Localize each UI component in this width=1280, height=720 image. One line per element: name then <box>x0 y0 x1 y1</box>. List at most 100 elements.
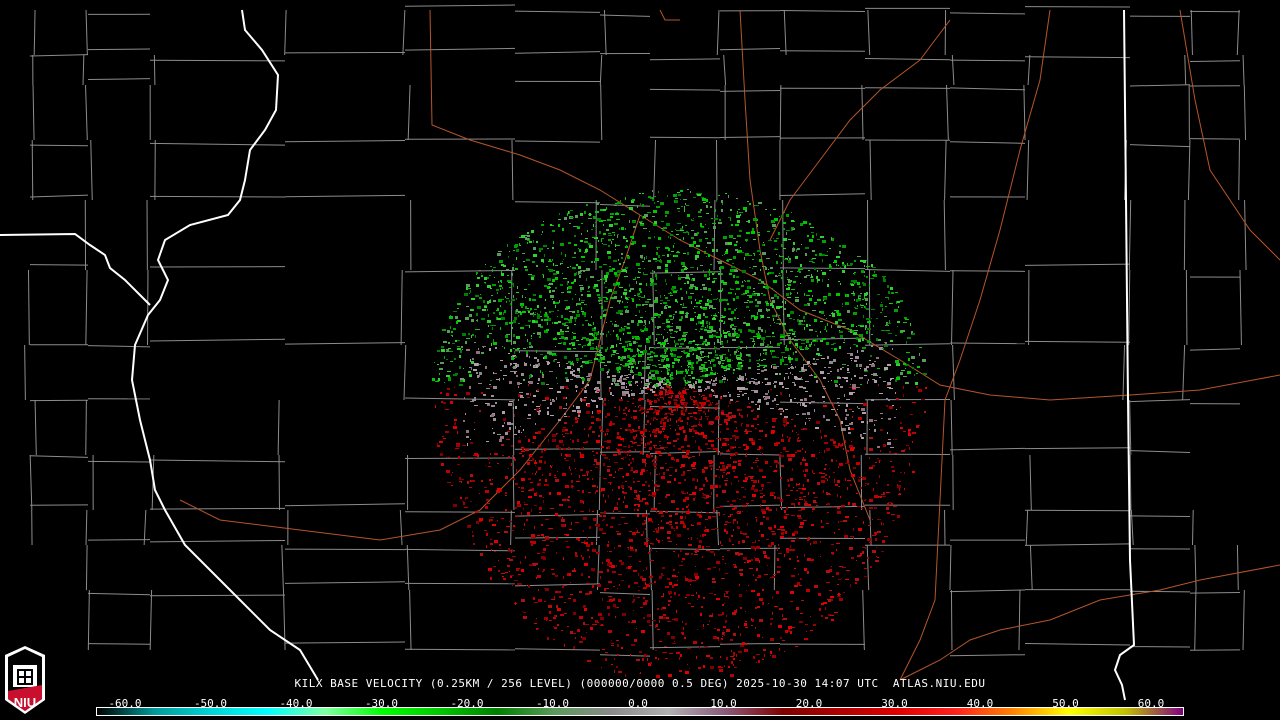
radar-echo <box>740 607 742 609</box>
radar-echo <box>648 400 651 401</box>
radar-echo <box>455 340 457 342</box>
radar-echo <box>691 220 694 221</box>
radar-echo <box>435 381 439 382</box>
radar-echo <box>684 209 685 212</box>
radar-echo <box>671 410 673 413</box>
radar-echo <box>625 267 628 269</box>
radar-echo <box>667 621 671 622</box>
radar-echo <box>831 380 832 381</box>
radar-echo <box>532 320 535 323</box>
radar-echo <box>688 504 689 507</box>
radar-echo <box>599 352 602 353</box>
radar-echo <box>635 549 637 551</box>
radar-echo <box>485 366 487 369</box>
radar-echo <box>595 211 599 213</box>
radar-echo <box>764 369 767 371</box>
radar-echo <box>661 378 665 380</box>
radar-echo <box>691 606 694 607</box>
radar-echo <box>647 455 650 458</box>
radar-echo <box>516 568 520 569</box>
radar-echo <box>535 320 538 323</box>
radar-echo <box>512 327 513 329</box>
radar-echo <box>795 452 797 453</box>
radar-echo <box>733 633 736 636</box>
radar-echo <box>780 306 782 308</box>
radar-echo <box>556 271 559 274</box>
radar-echo <box>720 541 721 544</box>
radar-echo <box>730 289 734 290</box>
radar-echo <box>705 374 708 377</box>
radar-echo <box>587 384 589 386</box>
radar-echo <box>898 321 899 322</box>
radar-echo <box>490 517 494 518</box>
radar-echo <box>660 395 661 397</box>
radar-echo <box>881 522 882 525</box>
radar-echo <box>779 216 780 217</box>
radar-echo <box>470 359 471 362</box>
radar-echo <box>547 364 549 365</box>
radar-echo <box>716 469 719 470</box>
radar-echo <box>847 460 849 463</box>
radar-echo <box>614 324 617 327</box>
radar-echo <box>664 340 666 343</box>
radar-echo <box>668 293 672 294</box>
radar-echo <box>731 535 733 537</box>
radar-echo <box>675 229 676 230</box>
radar-echo <box>685 671 689 674</box>
radar-echo <box>606 372 609 373</box>
radar-echo <box>758 202 762 204</box>
radar-echo <box>746 503 749 504</box>
radar-echo <box>745 621 747 622</box>
radar-echo <box>483 347 484 348</box>
radar-echo <box>686 348 687 349</box>
radar-echo <box>706 256 707 257</box>
radar-echo <box>562 586 564 588</box>
radar-echo <box>689 457 692 458</box>
radar-echo <box>657 448 661 449</box>
radar-echo <box>770 655 771 656</box>
radar-echo <box>632 338 634 339</box>
radar-echo <box>645 523 646 524</box>
radar-echo <box>486 503 490 504</box>
radar-echo <box>771 352 772 355</box>
radar-echo <box>600 333 604 335</box>
radar-echo <box>720 455 721 456</box>
radar-echo <box>729 259 732 260</box>
radar-echo <box>522 253 525 254</box>
radar-echo <box>576 264 578 266</box>
radar-echo <box>676 652 680 654</box>
radar-echo <box>806 295 810 296</box>
radar-echo <box>534 602 538 603</box>
radar-echo <box>607 371 609 372</box>
radar-echo <box>630 654 631 656</box>
radar-echo <box>658 364 661 365</box>
radar-echo <box>553 263 554 266</box>
radar-echo <box>758 575 761 578</box>
radar-echo <box>786 345 787 348</box>
radar-echo <box>830 439 834 441</box>
radar-echo <box>685 225 687 226</box>
radar-echo <box>576 421 577 423</box>
radar-echo <box>723 472 725 473</box>
radar-echo <box>696 549 699 552</box>
radar-echo <box>607 373 608 375</box>
radar-echo <box>552 247 554 249</box>
radar-echo <box>559 338 561 339</box>
radar-echo <box>704 646 708 647</box>
radar-echo <box>646 379 649 382</box>
radar-echo <box>798 488 802 489</box>
radar-echo <box>804 503 808 506</box>
radar-echo <box>518 323 520 324</box>
radar-echo <box>724 420 728 421</box>
radar-echo <box>581 294 583 296</box>
radar-echo <box>690 396 691 399</box>
radar-echo <box>654 347 656 349</box>
radar-echo <box>573 405 574 407</box>
radar-echo <box>491 395 494 397</box>
radar-echo <box>891 292 894 294</box>
radar-echo <box>596 462 600 465</box>
radar-echo <box>528 284 530 285</box>
radar-echo <box>831 337 835 338</box>
radar-echo <box>605 287 607 288</box>
radar-echo <box>870 355 872 357</box>
